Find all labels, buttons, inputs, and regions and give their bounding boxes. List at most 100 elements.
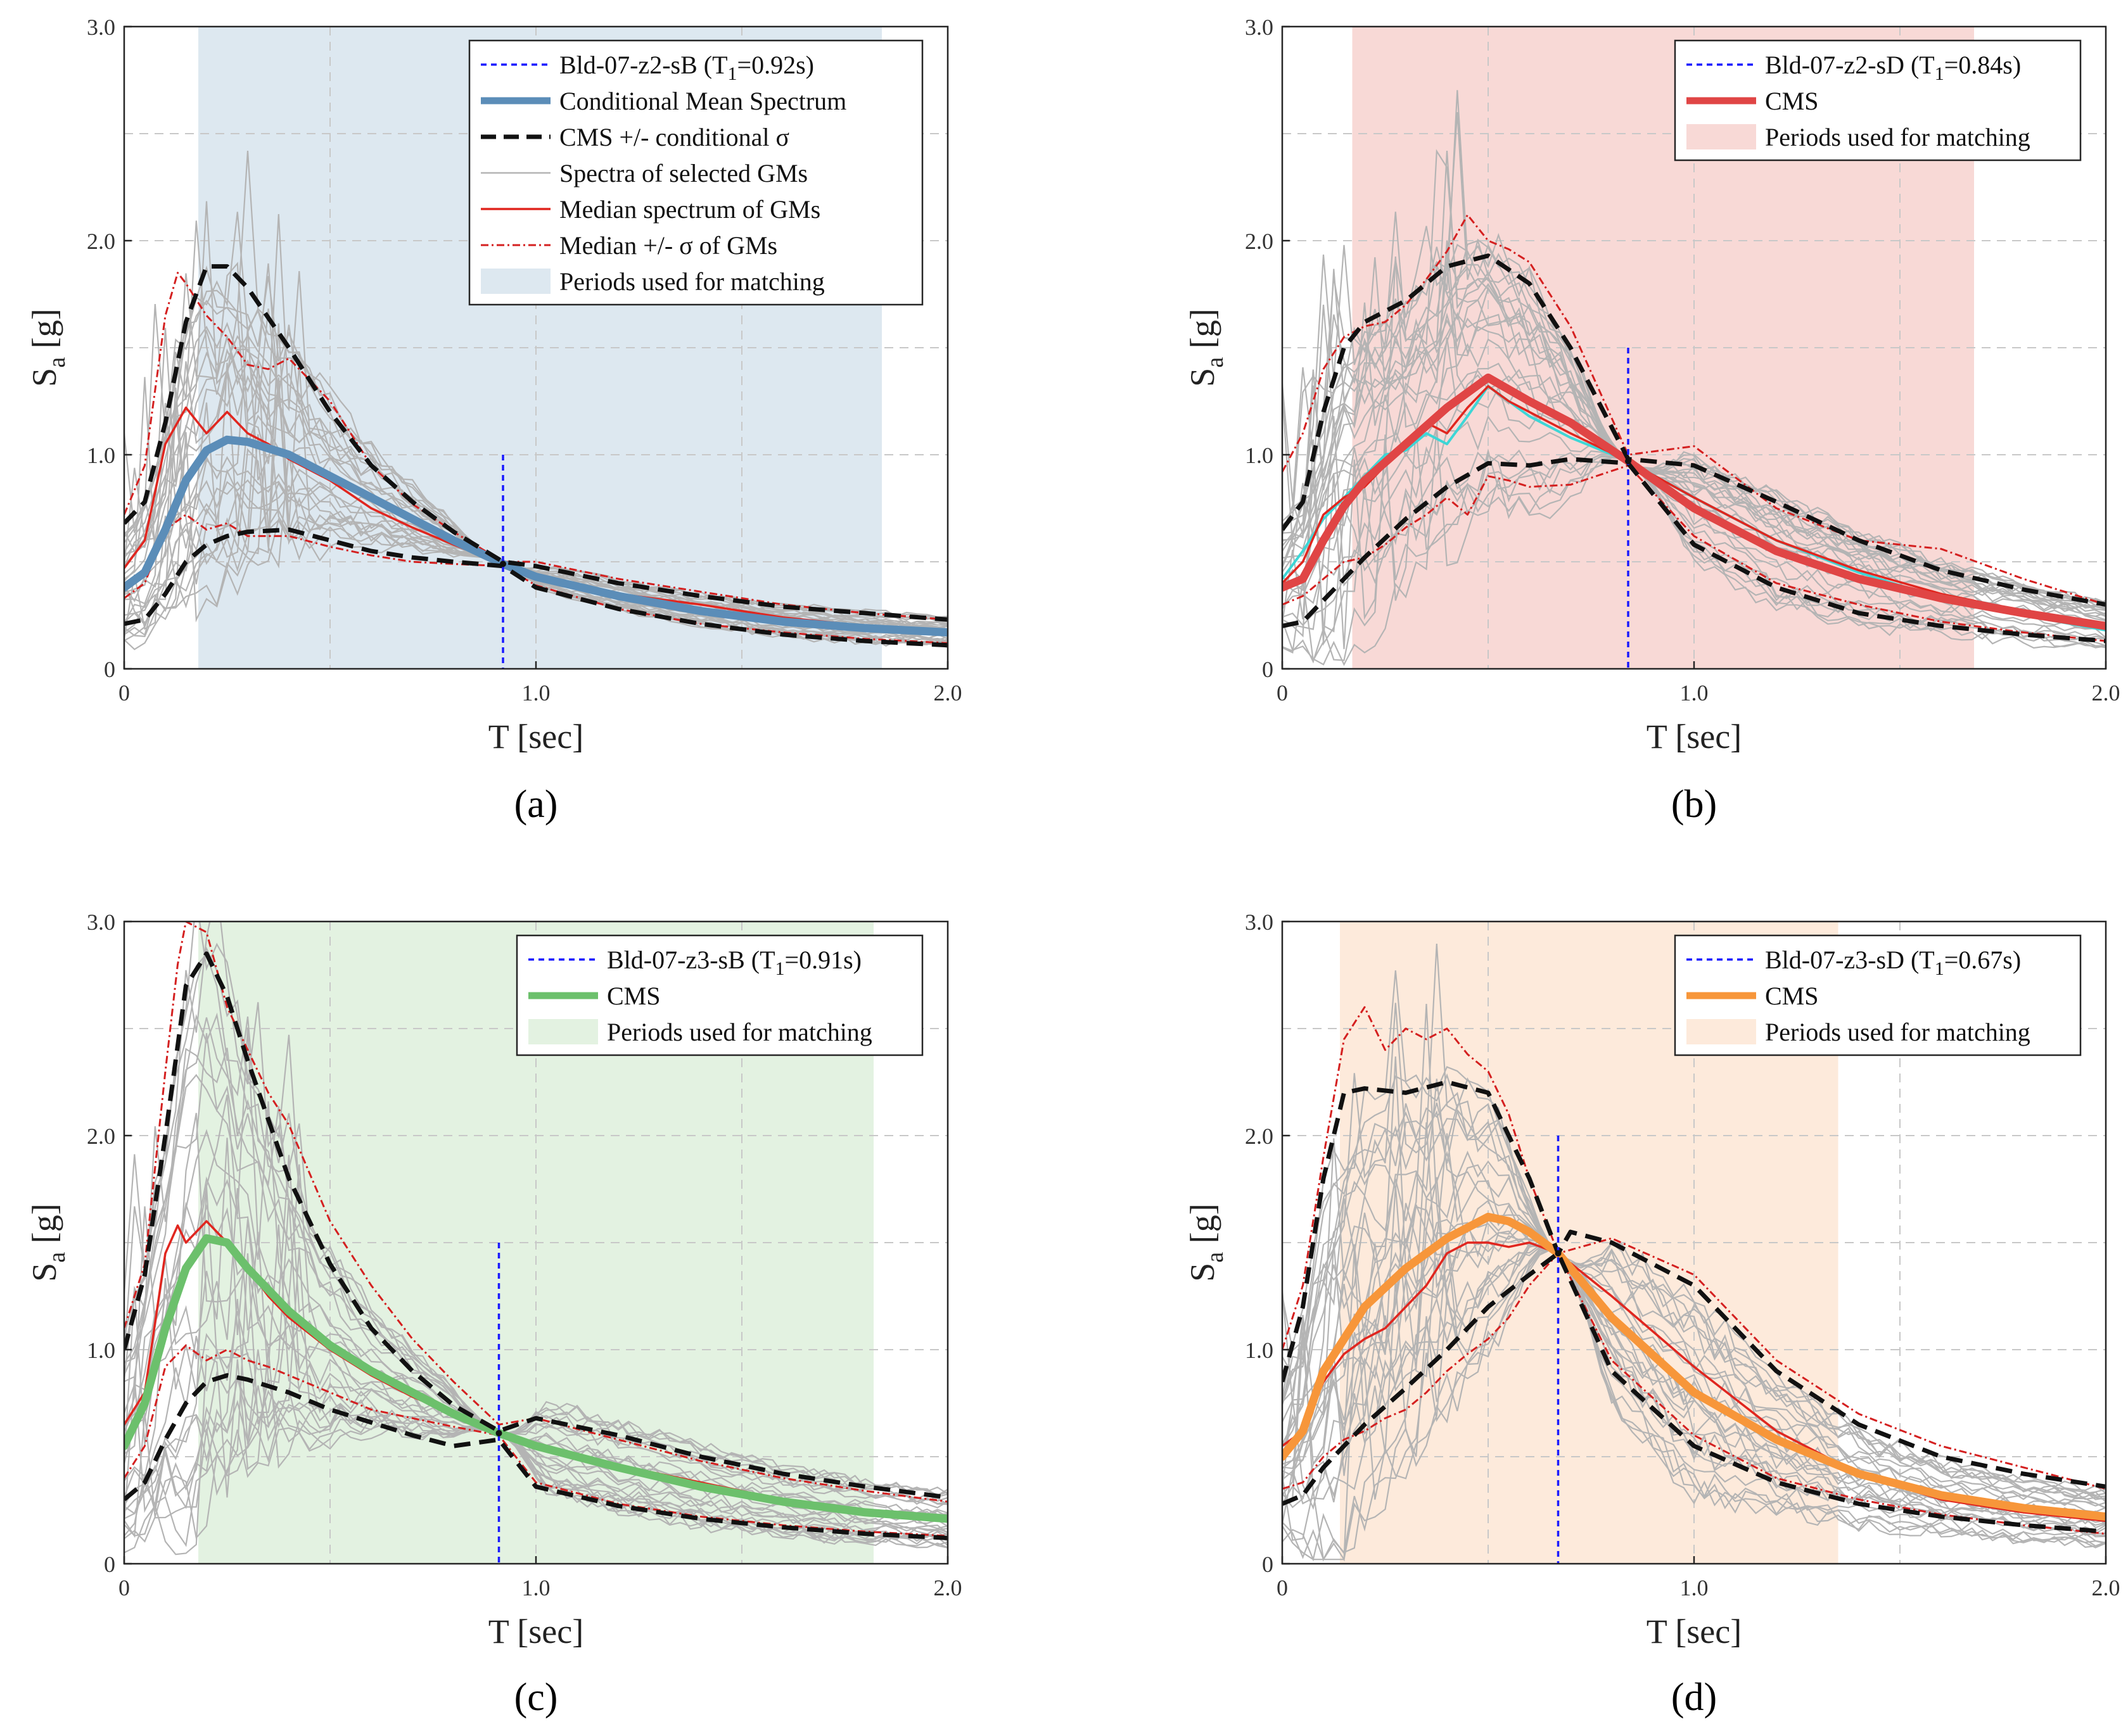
gm-spectrum-line (1282, 970, 2106, 1495)
y-tick-label: 3.0 (1245, 15, 1273, 40)
plot-content (124, 922, 948, 1564)
anchor-point (1625, 458, 1631, 465)
legend-entry-cms: CMS (1765, 87, 1819, 115)
gm-spectrum-line (124, 1188, 948, 1530)
x-tick-label: 1.0 (522, 680, 551, 706)
y-axis-label-main: S (1183, 368, 1221, 387)
y-axis-label-unit: [g] (25, 1203, 63, 1251)
gm-spectrum-line (124, 1101, 948, 1516)
legend-swatch-band (481, 269, 551, 294)
y-axis-label-unit: [g] (1183, 308, 1221, 357)
gm-spectrum-line (1282, 1003, 2106, 1509)
y-axis-label: Sa [g] (1183, 308, 1228, 386)
cms-minus-sigma-line (1282, 1251, 2106, 1534)
y-tick-label: 0 (1262, 657, 1273, 682)
y-axis-label-unit: [g] (25, 308, 63, 357)
gm-spectrum-line (124, 1137, 948, 1531)
y-tick-label: 2.0 (1245, 1124, 1273, 1149)
legend-entry-band: Periods used for matching (607, 1018, 872, 1046)
legend-entry-cms: CMS (607, 982, 661, 1010)
gm-spectrum-line (1282, 1235, 2106, 1529)
median-line (124, 406, 948, 631)
y-tick-label: 3.0 (1245, 909, 1273, 935)
chart-panel-d: 0 1.0 2.0 0 1.0 2.0 3.0 T [sec] Sa [g] Bld-07-z3-… (1183, 909, 2120, 1719)
cms-plus-sigma-line (1282, 253, 2106, 607)
y-axis-label-sub: a (1202, 1252, 1228, 1263)
x-tick-label: 1.0 (1680, 1575, 1709, 1600)
y-tick-label: 3.0 (87, 909, 115, 935)
legend: Bld-07-z3-sD (T1=0.67s) CMS Periods used f… (1674, 934, 2082, 1056)
legend-entry-cms: CMS (1765, 982, 1819, 1010)
gm-spectrum-line (1282, 1241, 2106, 1543)
legend-entry-gm: Spectra of selected GMs (559, 159, 808, 187)
gm-spectrum-line (1282, 298, 2106, 618)
anchor-point (495, 1429, 502, 1436)
panel-label: (c) (514, 1676, 558, 1719)
x-axis-label: T [sec] (488, 1612, 583, 1650)
y-tick-label: 1.0 (1245, 1338, 1273, 1363)
y-axis-label-sub: a (1202, 357, 1228, 368)
chart-panel-b: 0 1.0 2.0 0 1.0 2.0 3.0 T [sec] Sa [g] Bld-07-z2-… (1183, 15, 2120, 826)
y-axis-label: Sa [g] (25, 308, 70, 386)
legend-swatch-band (528, 1019, 598, 1044)
y-tick-label: 0 (104, 1552, 115, 1577)
x-tick-label: 1.0 (522, 1575, 551, 1600)
gm-spectrum-line (124, 1348, 948, 1555)
y-axis-label-main: S (25, 1263, 63, 1282)
median-minus-sigma-line (1282, 464, 2106, 642)
legend: Bld-07-z2-sD (T1=0.84s) CMS Periods used f… (1674, 39, 2082, 162)
y-tick-label: 1.0 (87, 443, 115, 468)
x-tick-label: 2.0 (2092, 680, 2120, 706)
panel-label: (b) (1671, 783, 1717, 826)
legend-entry-t1: Bld-07-z3-sD (T1=0.67s) (1765, 946, 2021, 979)
median-plus-sigma-line (124, 272, 948, 621)
legend: Bld-07-z2-sB (T1=0.92s) Conditional Mean … (468, 39, 924, 306)
y-axis-label-sub: a (44, 357, 70, 368)
gm-spectrum-line (124, 201, 948, 627)
gm-spectrum-line (1282, 1249, 2106, 1562)
gm-spectrum-line (1282, 225, 2106, 605)
y-tick-label: 1.0 (1245, 443, 1273, 468)
cms-minus-sigma-line (124, 1373, 948, 1540)
gm-spectrum-line (124, 1248, 948, 1542)
gm-spectrum-line (1282, 263, 2106, 609)
y-tick-label: 2.0 (87, 229, 115, 254)
gm-spectrum-line (1282, 428, 2106, 664)
y-tick-label: 0 (1262, 1552, 1273, 1577)
gm-spectrum-line (1282, 415, 2106, 638)
x-tick-label: 0 (118, 1575, 130, 1600)
panel-label: (a) (514, 783, 558, 826)
cms-minus-sigma-line (124, 527, 948, 648)
y-tick-label: 0 (104, 657, 115, 682)
median-minus-sigma-line (1282, 1252, 2106, 1535)
legend-entry-mediansigma: Median +/- σ of GMs (559, 231, 777, 260)
x-tick-label: 0 (1277, 680, 1288, 706)
x-axis-label: T [sec] (1647, 718, 1742, 756)
gm-spectrum-line (1282, 263, 2106, 609)
gm-spectrum-line (1282, 439, 2106, 647)
gm-spectrum-line (1282, 1003, 2106, 1503)
chart-panel-c: 0 1.0 2.0 0 1.0 2.0 3.0 T [sec] Sa [g] Bld-07-z3-… (25, 909, 962, 1719)
gm-spectrum-line (1282, 1243, 2106, 1535)
gm-spectrum-line (1282, 212, 2106, 611)
gm-spectrum-line (1282, 449, 2106, 640)
plot-content (1282, 90, 2106, 669)
cms-line (1282, 373, 2106, 630)
y-axis-label-sub: a (44, 1252, 70, 1263)
y-axis-label-main: S (25, 368, 63, 387)
chart-panel-a: 0 1.0 2.0 0 1.0 2.0 3.0 T [sec] Sa [g] Bld-07-z2-… (25, 15, 962, 826)
gm-spectrum-line (1282, 261, 2106, 625)
median-plus-sigma-line (1282, 1006, 2106, 1490)
x-tick-label: 2.0 (934, 1575, 962, 1600)
x-axis-label: T [sec] (1647, 1612, 1742, 1650)
legend-entry-band: Periods used for matching (1765, 1018, 2030, 1046)
median-minus-sigma-line (124, 514, 948, 644)
y-tick-label: 2.0 (87, 1124, 115, 1149)
legend-entry-t1: Bld-07-z2-sB (T1=0.92s) (559, 51, 814, 84)
cms-plus-sigma-line (124, 951, 948, 1500)
median-plus-sigma-line (124, 922, 948, 1503)
y-tick-label: 3.0 (87, 15, 115, 40)
panel-label: (d) (1671, 1676, 1717, 1719)
y-axis-label-main: S (1183, 1263, 1221, 1282)
